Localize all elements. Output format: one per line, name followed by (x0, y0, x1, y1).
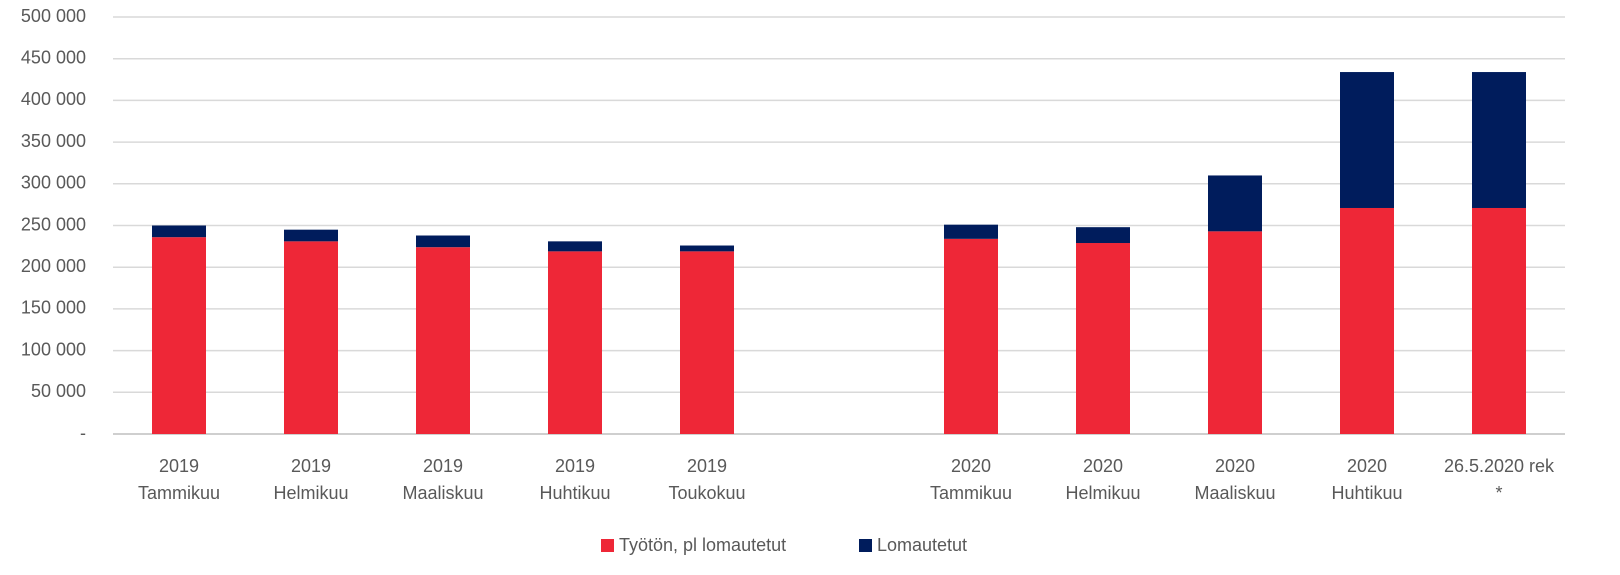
bar-segment (1208, 231, 1262, 434)
y-tick-label: 50 000 (31, 381, 86, 401)
y-tick-label: - (80, 423, 86, 443)
bar-segment (944, 224, 998, 239)
y-tick-label: 100 000 (21, 339, 86, 359)
bar-segment (1340, 207, 1394, 434)
y-tick-label: 300 000 (21, 173, 86, 193)
x-tick-label: 2020 (1215, 456, 1255, 476)
legend-swatch (601, 539, 614, 552)
bar-segment (680, 251, 734, 434)
x-tick-label: 2019 (159, 456, 199, 476)
x-tick-label: Maaliskuu (1194, 483, 1275, 503)
x-tick-label: 2020 (951, 456, 991, 476)
x-tick-label: 2019 (555, 456, 595, 476)
legend-swatch (859, 539, 872, 552)
bar-segment (1076, 243, 1130, 434)
x-tick-label: Maaliskuu (402, 483, 483, 503)
legend-label: Lomautetut (877, 535, 967, 555)
bar-segment (1076, 227, 1130, 244)
x-tick-label: Huhtikuu (1331, 483, 1402, 503)
bar-segment (416, 235, 470, 248)
x-tick-label: 2019 (291, 456, 331, 476)
bar-segment (680, 245, 734, 252)
x-tick-label: Tammikuu (930, 483, 1012, 503)
y-tick-label: 150 000 (21, 298, 86, 318)
y-tick-label: 450 000 (21, 47, 86, 67)
y-tick-label: 500 000 (21, 6, 86, 26)
bar-segment (548, 251, 602, 434)
x-tick-label: Helmikuu (1065, 483, 1140, 503)
y-tick-label: 400 000 (21, 89, 86, 109)
bar-segment (1472, 207, 1526, 434)
x-tick-label: Tammikuu (138, 483, 220, 503)
y-tick-label: 250 000 (21, 214, 86, 234)
bar-segment (284, 241, 338, 434)
bar-segment (152, 225, 206, 238)
bar-segment (416, 247, 470, 434)
bar-segment (1208, 175, 1262, 232)
bar-segment (548, 241, 602, 252)
x-tick-label: 26.5.2020 rek (1444, 456, 1555, 476)
x-tick-label: 2020 (1347, 456, 1387, 476)
x-tick-label: 2019 (423, 456, 463, 476)
x-tick-label: Huhtikuu (539, 483, 610, 503)
bar-segment (944, 238, 998, 434)
y-tick-label: 200 000 (21, 256, 86, 276)
x-tick-label: 2019 (687, 456, 727, 476)
bar-segment (284, 229, 338, 242)
x-tick-label: 2020 (1083, 456, 1123, 476)
x-tick-label: Helmikuu (273, 483, 348, 503)
x-tick-label: Toukokuu (668, 483, 745, 503)
bar-segment (1340, 72, 1394, 208)
x-tick-label: * (1495, 483, 1502, 503)
legend-label: Työtön, pl lomautetut (619, 535, 786, 555)
bar-segment (1472, 72, 1526, 208)
bar-segment (152, 237, 206, 434)
y-tick-label: 350 000 (21, 131, 86, 151)
